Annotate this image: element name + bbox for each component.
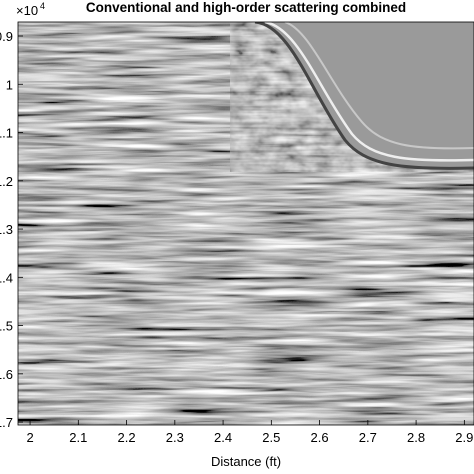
y-tick-label: 1.3	[0, 222, 13, 237]
y-tick-label: 1.6	[0, 367, 13, 382]
x-tick-label: 2.7	[359, 430, 377, 445]
x-axis-label: Distance (ft)	[211, 454, 281, 469]
water-layer	[255, 22, 474, 169]
x-tick-label: 2.3	[166, 430, 184, 445]
x-tick-label: 2.5	[262, 430, 280, 445]
x-tick-label: 2.6	[311, 430, 329, 445]
y-tick-label: 1	[6, 77, 13, 92]
x-tick-label: 2.8	[407, 430, 425, 445]
plot-frame	[17, 21, 474, 426]
y-tick-label: 1.7	[0, 415, 13, 430]
y-multiplier-exponent: 4	[40, 1, 45, 11]
y-tick-label: 1.4	[0, 270, 13, 285]
x-tick-label: 2.2	[118, 430, 136, 445]
x-tick-label: 2.4	[214, 430, 232, 445]
y-tick-label: 1.1	[0, 126, 13, 141]
chart-title: Conventional and high-order scattering c…	[86, 0, 406, 15]
seafloor-reflection	[264, 22, 474, 162]
y-multiplier: ×10	[16, 3, 38, 18]
y-tick-label: 1.5	[0, 319, 13, 334]
x-tick-label: 2.9	[455, 430, 473, 445]
y-tick-label: 1.2	[0, 174, 13, 189]
y-tick-label: 0.9	[0, 29, 13, 44]
seafloor-reflection	[284, 22, 474, 150]
x-tick-label: 2.1	[69, 430, 87, 445]
x-tick-label: 2	[26, 430, 33, 445]
image-plot	[18, 22, 474, 425]
seafloor-reflection	[254, 22, 474, 170]
